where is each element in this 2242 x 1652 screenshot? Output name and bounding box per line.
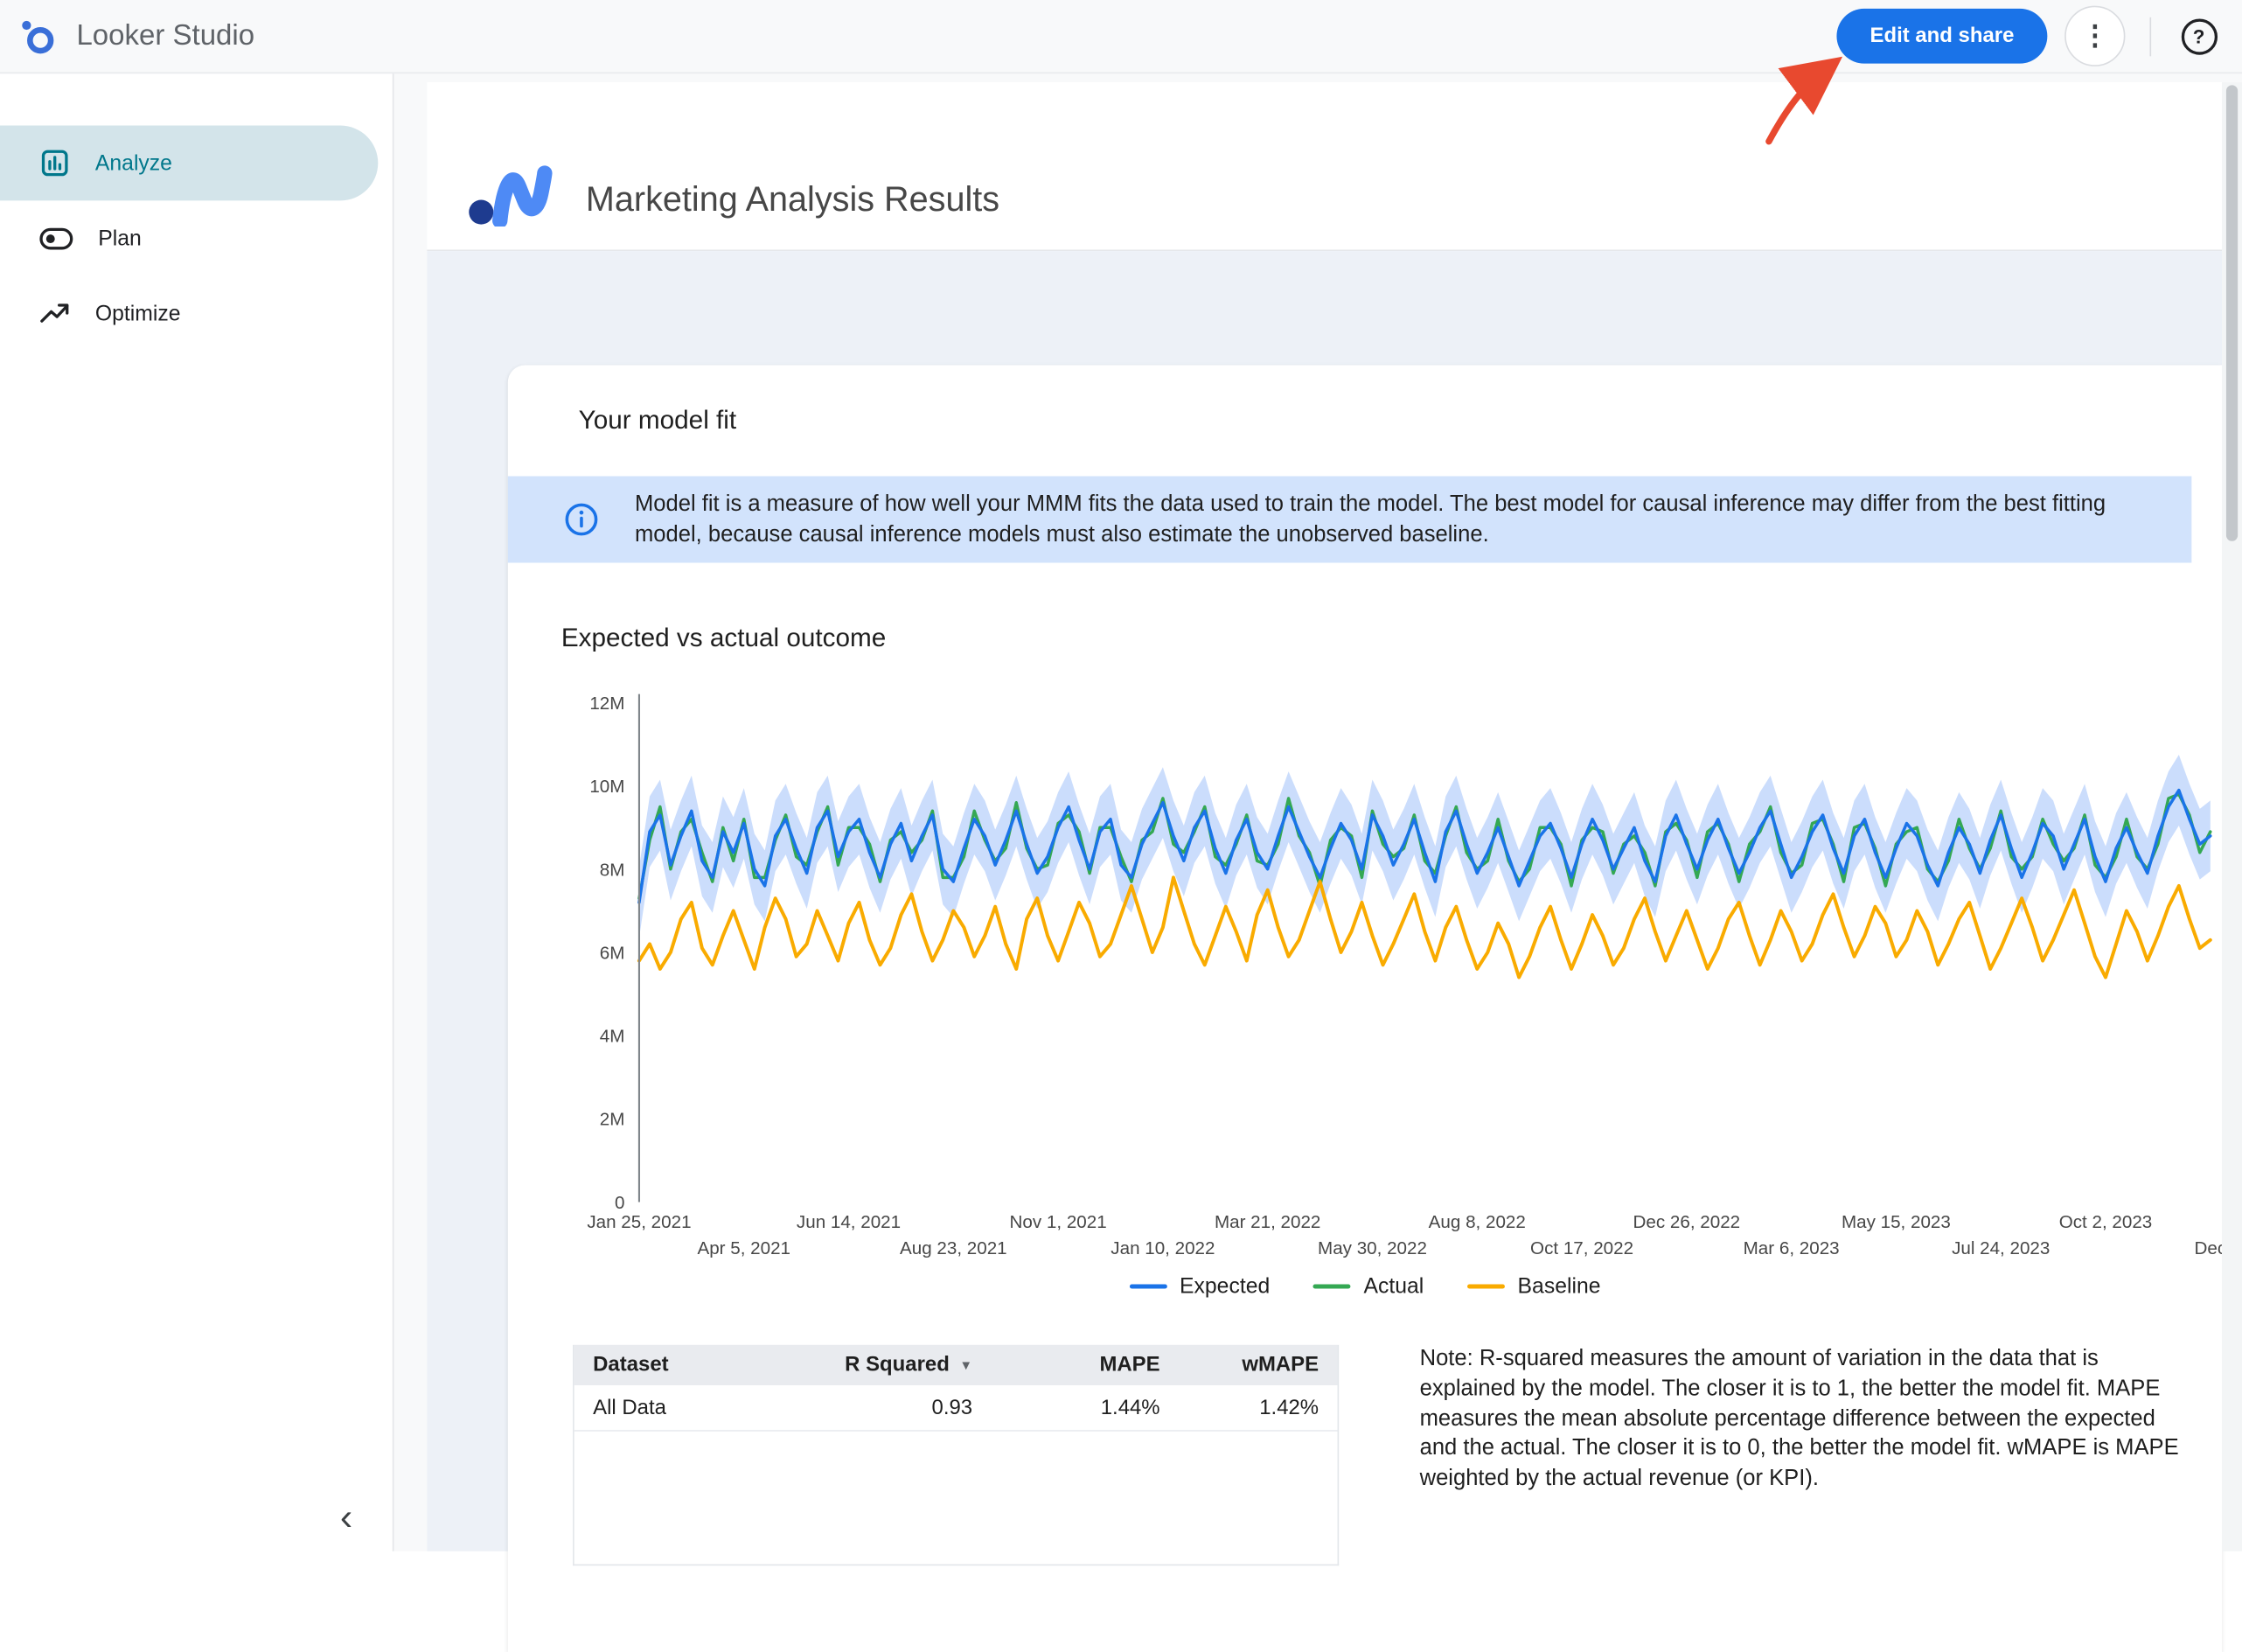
y-tick-label: 2M [600,1110,625,1130]
x-tick-label: Nov 1, 2021 [1010,1212,1107,1232]
x-tick-label: Oct 17, 2022 [1530,1238,1633,1258]
x-tick-label: Jul 24, 2023 [1952,1238,2050,1258]
x-tick-label: Jan 25, 2021 [587,1212,691,1232]
info-banner-text: Model fit is a measure of how well your … [635,491,2106,547]
info-icon [565,503,598,536]
uncertainty-band [638,754,2211,938]
page-title: Marketing Analysis Results [585,180,1000,220]
y-tick-label: 10M [589,777,624,797]
sidebar-item-label: Optimize [94,301,181,326]
legend-swatch [1312,1284,1351,1289]
table-header-label: Dataset [593,1353,669,1377]
series-line-baseline [637,875,2212,979]
table-header-row: Dataset R Squared ▼ MAPE wMAPE [574,1344,1338,1385]
model-fit-table: Dataset R Squared ▼ MAPE wMAPE All Data 0.93 1… [573,1344,1340,1566]
legend-label: Baseline [1517,1273,1601,1299]
table-header-label: wMAPE [1242,1353,1319,1377]
expected-vs-actual-chart[interactable]: 0 2M 4M 6M 8M 10M 12M Jan 25, 2021 Apr 5, 2021 Ju… [508,686,2222,1263]
section-title: Your model fit [578,405,737,435]
model-fit-card: Your model fit Model fit is a measure of… [507,365,2222,1652]
sidebar-item-analyze[interactable]: Analyze [0,125,379,201]
report-body: Your model fit Model fit is a measure of… [427,251,2223,1652]
top-bar: Looker Studio Edit and share ⋮ ? [0,0,2242,74]
y-tick-label: 8M [600,860,625,880]
x-tick-label: Aug 8, 2022 [1429,1212,1526,1232]
sidebar-item-label: Plan [98,226,142,251]
chart-legend: Expected Actual Baseline [508,1274,2222,1299]
collapse-sidebar-button[interactable]: ‹ [324,1496,370,1545]
sidebar-item-plan[interactable]: Plan [0,200,393,275]
legend-item-actual[interactable]: Actual [1312,1273,1424,1299]
info-banner: Model fit is a measure of how well your … [507,476,2192,563]
sidebar: Analyze Plan Optimize ‹ [0,73,394,1551]
table-cell: 1.42% [1259,1396,1319,1419]
table-header-label: R Squared [845,1353,950,1377]
table-header-label: MAPE [1099,1353,1160,1377]
legend-item-expected[interactable]: Expected [1129,1274,1270,1299]
y-tick-label: 12M [589,694,624,714]
brand: Looker Studio [18,17,254,56]
more-options-icon: ⋮ [2081,20,2109,52]
table-cell: 0.93 [931,1396,973,1419]
marketing-platform-logo-icon [469,165,553,227]
table-empty-space [574,1432,1338,1565]
table-header-r-squared[interactable]: R Squared ▼ [811,1354,991,1377]
legend-swatch [1129,1284,1167,1289]
y-tick-label: 4M [600,1027,625,1047]
model-fit-stats-row: Dataset R Squared ▼ MAPE wMAPE All Data 0.93 1… [573,1344,2193,1566]
report-header: Marketing Analysis Results [427,82,2242,252]
looker-logo-icon [22,20,54,53]
sidebar-item-label: Analyze [94,150,172,176]
x-tick-label: Dec 26, 2022 [1633,1212,1741,1232]
legend-label: Expected [1180,1273,1271,1299]
table-body: All Data 0.93 1.44% 1.42% [574,1385,1338,1432]
table-header-wmape[interactable]: wMAPE [1179,1354,1338,1377]
table-cell: 1.44% [1100,1396,1160,1419]
edit-and-share-button[interactable]: Edit and share [1836,8,2048,64]
x-tick-label: Jun 14, 2021 [797,1212,901,1232]
x-tick-label: Apr 5, 2021 [697,1238,790,1258]
top-bar-actions: Edit and share ⋮ ? [1836,5,2222,66]
x-tick-label: May 15, 2023 [1842,1212,1951,1232]
note-text: Note: R-squared measures the amount of v… [1419,1346,2179,1491]
help-button[interactable]: ? [2176,13,2222,59]
legend-swatch [1466,1284,1505,1289]
plan-toggle-icon [39,227,73,249]
series-line-actual [637,792,2212,900]
table-header-mape[interactable]: MAPE [992,1354,1180,1377]
y-tick-label: 0 [615,1193,624,1213]
sort-desc-icon: ▼ [959,1357,973,1373]
chart-title: Expected vs actual outcome [560,623,887,652]
series-line-expected [637,788,2212,904]
table-row: All Data 0.93 1.44% 1.42% [574,1385,1338,1432]
legend-item-baseline[interactable]: Baseline [1466,1273,1601,1299]
y-tick-label: 6M [600,943,625,963]
table-cell: All Data [593,1396,666,1419]
report-canvas: Marketing Analysis Results Your model fi… [427,82,2242,1652]
x-tick-label: May 30, 2022 [1318,1238,1427,1258]
x-tick-label: Mar 21, 2022 [1215,1212,1320,1232]
x-tick-label: Aug 23, 2021 [900,1238,1007,1258]
optimize-trending-up-icon [40,303,69,323]
legend-label: Actual [1363,1273,1424,1299]
x-tick-label: Dec [2194,1238,2222,1258]
vertical-scrollbar [2222,82,2242,1551]
x-tick-label: Mar 6, 2023 [1744,1238,1840,1258]
topbar-divider [2149,16,2152,56]
help-icon: ? [2180,17,2218,54]
table-header-dataset[interactable]: Dataset [574,1354,811,1377]
scrollbar-thumb[interactable] [2225,85,2239,541]
x-tick-label: Oct 2, 2023 [2059,1212,2153,1232]
app-title: Looker Studio [76,19,255,52]
x-tick-label: Jan 10, 2022 [1111,1238,1215,1258]
analyze-chart-icon [41,150,68,177]
more-options-button[interactable]: ⋮ [2064,5,2126,66]
sidebar-item-optimize[interactable]: Optimize [0,275,393,351]
